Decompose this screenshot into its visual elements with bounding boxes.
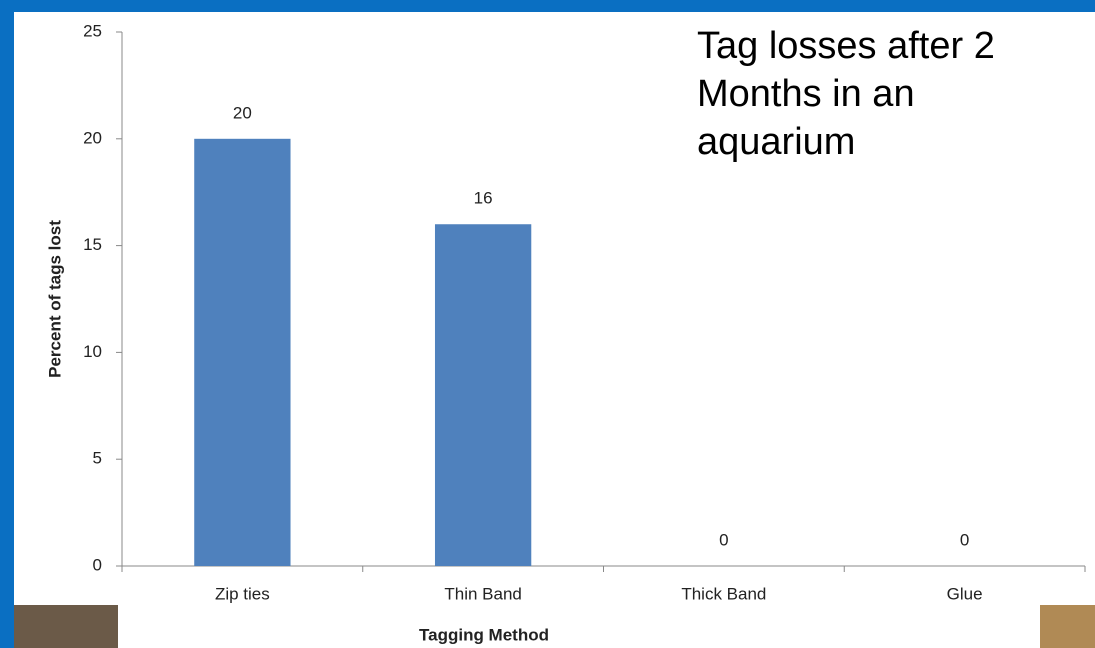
y-tick-label: 25 (83, 21, 102, 40)
value-label: 20 (233, 103, 252, 122)
value-label: 0 (719, 530, 728, 549)
y-axis-label: Percent of tags lost (45, 220, 64, 378)
x-tick-label: Zip ties (215, 584, 270, 603)
y-tick-label: 0 (93, 555, 102, 574)
x-tick-label: Glue (947, 584, 983, 603)
x-tick-label: Thick Band (681, 584, 766, 603)
bar (194, 138, 291, 567)
y-tick-label: 5 (93, 449, 102, 468)
value-label: 16 (474, 189, 493, 208)
value-label: 0 (960, 530, 969, 549)
y-tick-label: 10 (83, 342, 102, 361)
x-axis-label: Tagging Method (419, 625, 549, 644)
photo-corner (14, 605, 118, 648)
x-tick-label: Thin Band (444, 584, 522, 603)
bar (434, 224, 532, 567)
y-tick-label: 15 (83, 235, 102, 254)
chart-title: Tag losses after 2 Months in an aquarium (697, 25, 995, 163)
chart-area (14, 12, 1095, 648)
y-tick-label: 20 (83, 128, 102, 147)
photo-corner (1040, 605, 1095, 648)
